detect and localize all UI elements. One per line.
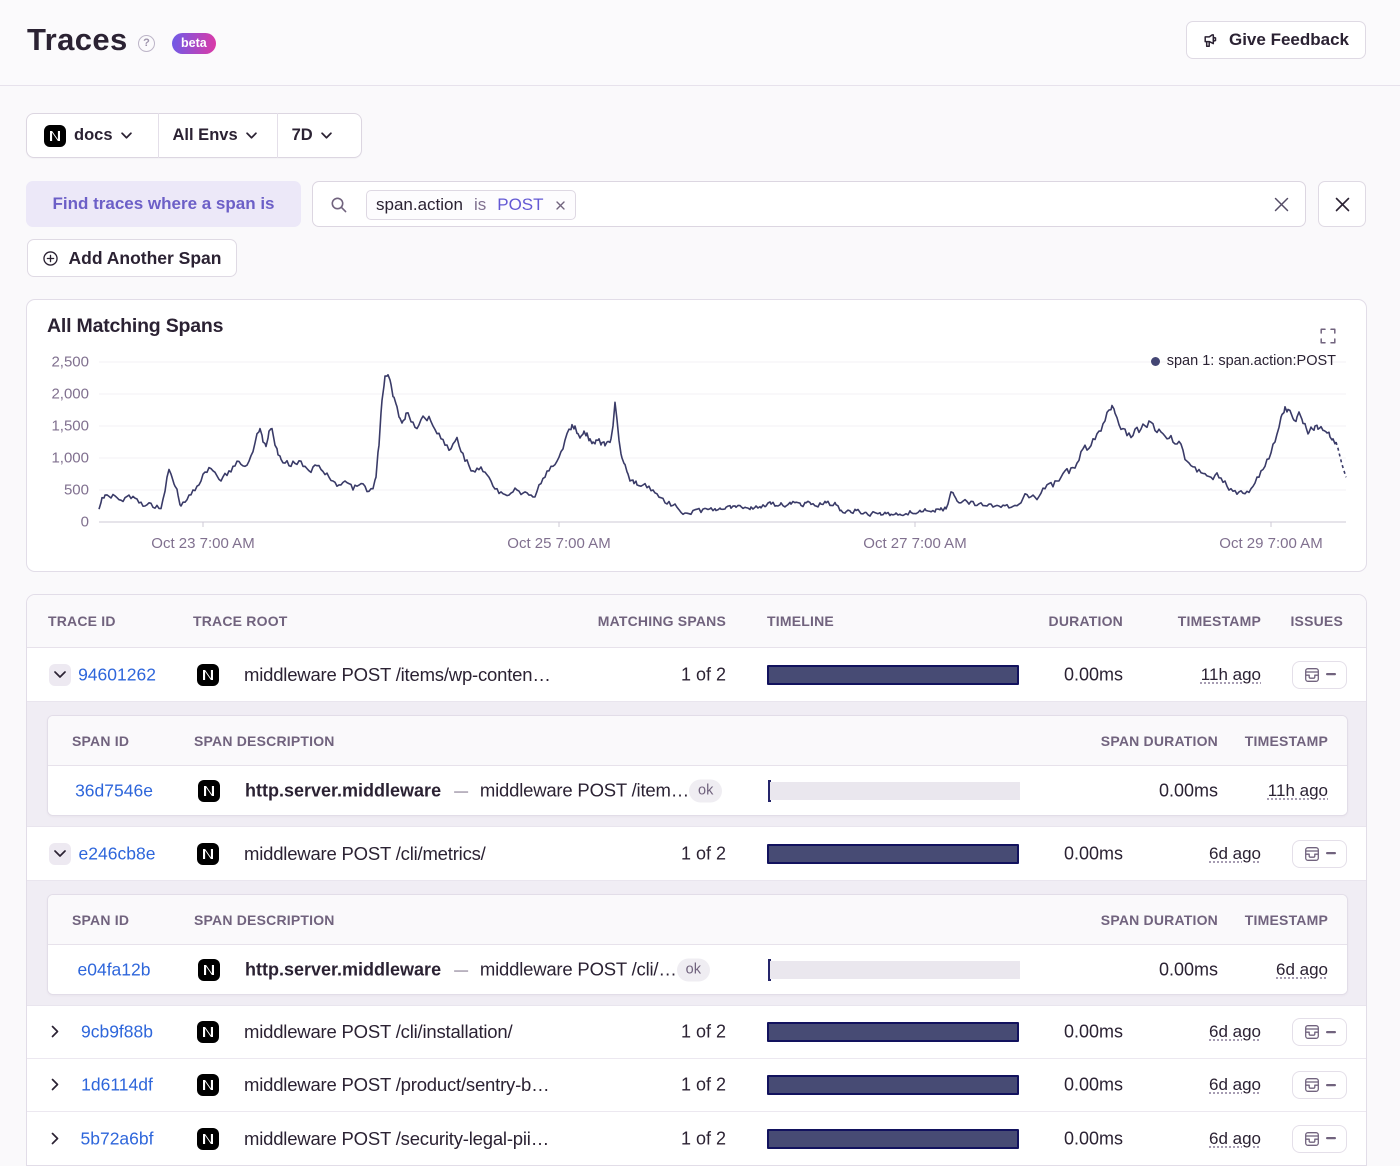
svg-text:Oct 25 7:00 AM: Oct 25 7:00 AM xyxy=(507,535,610,552)
svg-text:Oct 29 7:00 AM: Oct 29 7:00 AM xyxy=(1219,535,1322,552)
svg-text:500: 500 xyxy=(64,482,89,499)
svg-text:2,000: 2,000 xyxy=(51,386,89,403)
svg-text:Oct 23 7:00 AM: Oct 23 7:00 AM xyxy=(151,535,254,552)
svg-text:1,500: 1,500 xyxy=(51,418,89,435)
svg-text:0: 0 xyxy=(81,514,89,531)
svg-text:Oct 27 7:00 AM: Oct 27 7:00 AM xyxy=(863,535,966,552)
svg-text:1,000: 1,000 xyxy=(51,450,89,467)
svg-text:2,500: 2,500 xyxy=(51,354,89,371)
